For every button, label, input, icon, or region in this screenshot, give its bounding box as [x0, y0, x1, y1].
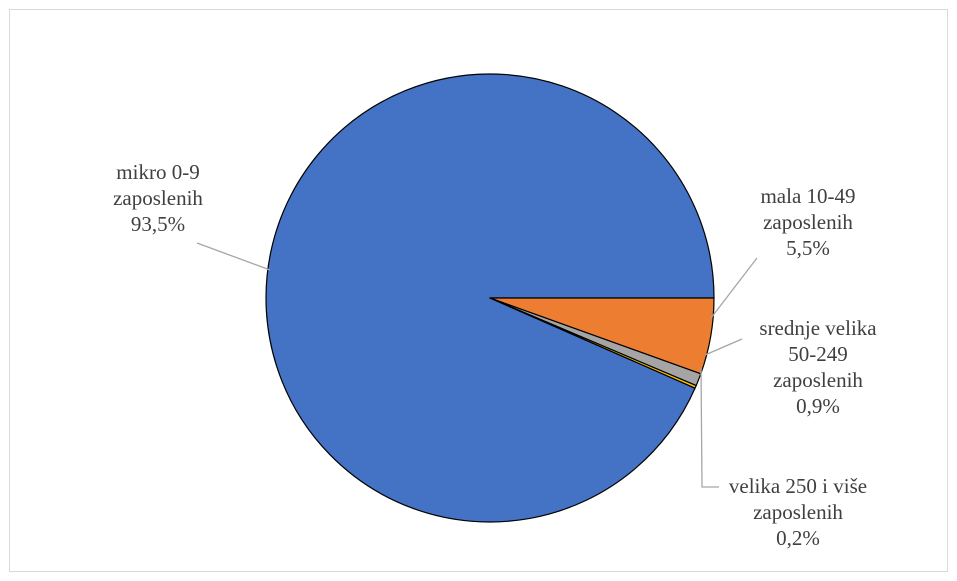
data-label-4-line-1: velika 250 i više	[729, 474, 867, 498]
data-label-2-line-3: 5,5%	[786, 236, 830, 260]
data-label-2-line-2: zaposlenih	[763, 210, 853, 234]
data-label-4-line-2: zaposlenih	[753, 500, 843, 524]
leader-line-4	[700, 367, 719, 488]
pie-slice-4	[489, 297, 697, 389]
data-label-1-line-1: mikro 0-9	[116, 160, 199, 184]
data-label-3-line-1: srednje velika	[759, 316, 877, 340]
data-label-3-line-4: 0,9%	[796, 394, 840, 418]
leader-line-2	[710, 257, 758, 319]
data-label-1-line-3: 93,5%	[131, 212, 185, 236]
data-label-4: velika 250 i više zaposlenih 0,2%	[729, 474, 867, 550]
data-label-2-line-1: mala 10-49	[760, 184, 855, 208]
data-label-4-line-3: 0,2%	[776, 526, 820, 550]
data-label-3: srednje velika 50-249 zaposlenih 0,9%	[759, 316, 877, 418]
data-label-2: mala 10-49 zaposlenih 5,5%	[760, 184, 855, 260]
data-label-1-line-2: zaposlenih	[113, 186, 203, 210]
data-label-1: mikro 0-9 zaposlenih 93,5%	[113, 160, 203, 236]
leader-line-3	[704, 338, 743, 356]
data-label-3-line-2: 50-249	[788, 342, 848, 366]
chart-frame	[9, 9, 948, 572]
leader-line-1	[196, 242, 271, 271]
data-label-3-line-3: zaposlenih	[773, 368, 863, 392]
